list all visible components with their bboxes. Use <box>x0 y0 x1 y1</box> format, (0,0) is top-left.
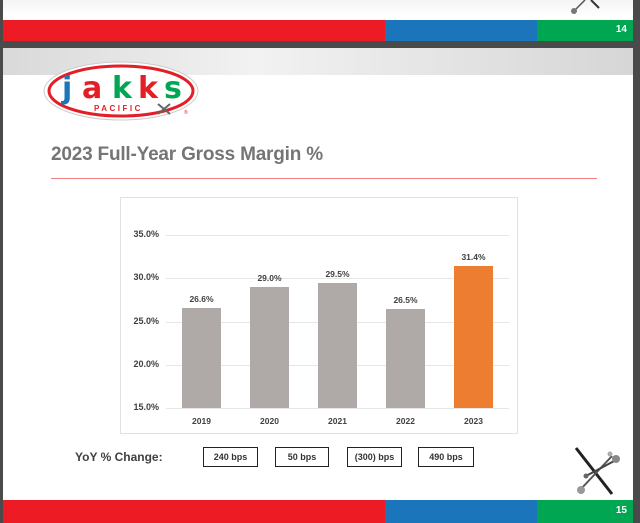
bar-2019 <box>182 307 221 408</box>
jack-icon <box>571 0 600 14</box>
page-number: 14 <box>615 24 627 35</box>
y-axis-tick: 20.0% <box>133 358 159 369</box>
data-label: 26.6% <box>189 293 214 304</box>
yoy-box-2023: 490 bps <box>418 447 474 467</box>
gridline <box>166 278 509 280</box>
data-label: 26.5% <box>393 294 418 305</box>
jakks-pacific-logo: j a k k s PACIFIC ® <box>43 61 199 121</box>
gridline <box>166 235 509 236</box>
svg-text:k: k <box>112 71 133 106</box>
x-axis-tick: 2020 <box>260 416 279 426</box>
previous-slide: 14 <box>3 0 633 41</box>
bar-2020 <box>250 286 289 408</box>
bar-2021 <box>318 282 357 408</box>
bar-2022 <box>386 308 425 408</box>
y-axis-tick: 35.0% <box>133 229 159 239</box>
svg-text:a: a <box>82 71 102 106</box>
svg-text:PACIFIC: PACIFIC <box>94 104 143 113</box>
bar-2023 <box>454 266 493 408</box>
x-axis-tick: 2023 <box>464 416 483 426</box>
y-axis-tick: 15.0% <box>133 402 159 412</box>
svg-text:k: k <box>138 71 159 106</box>
svg-text:s: s <box>164 71 182 106</box>
yoy-change-label: YoY % Change: <box>75 450 163 464</box>
gross-margin-chart: 35.0% 30.0% 25.0% 20.0% 15.0% 26.6% 2019 29.0% 2… <box>120 197 518 434</box>
title-divider <box>51 178 597 179</box>
x-axis-tick: 2022 <box>396 416 415 426</box>
y-axis-tick: 30.0% <box>133 272 159 283</box>
previous-slide-footer-bar: 14 <box>3 20 633 41</box>
x-axis-tick: 2021 <box>328 416 347 426</box>
slide-title: 2023 Full-Year Gross Margin % <box>51 144 323 165</box>
slide-footer-bar: 15 <box>3 500 633 523</box>
data-label: 31.4% <box>461 252 486 263</box>
previous-slide-header <box>3 0 633 16</box>
x-axis-tick: 2019 <box>192 416 211 426</box>
yoy-box-2021: 50 bps <box>275 447 329 467</box>
y-axis-tick: 25.0% <box>133 315 159 326</box>
gridline <box>166 408 509 409</box>
slide: j a k k s PACIFIC ® 2023 Full-Year Gross… <box>3 48 633 523</box>
page-number: 15 <box>615 505 627 516</box>
yoy-box-2022: (300) bps <box>347 447 402 467</box>
svg-text:j: j <box>61 71 72 106</box>
jack-icon <box>574 447 620 495</box>
yoy-box-2020: 240 bps <box>203 447 258 467</box>
svg-text:®: ® <box>184 109 188 116</box>
data-label: 29.0% <box>257 272 282 283</box>
data-label: 29.5% <box>325 268 350 279</box>
